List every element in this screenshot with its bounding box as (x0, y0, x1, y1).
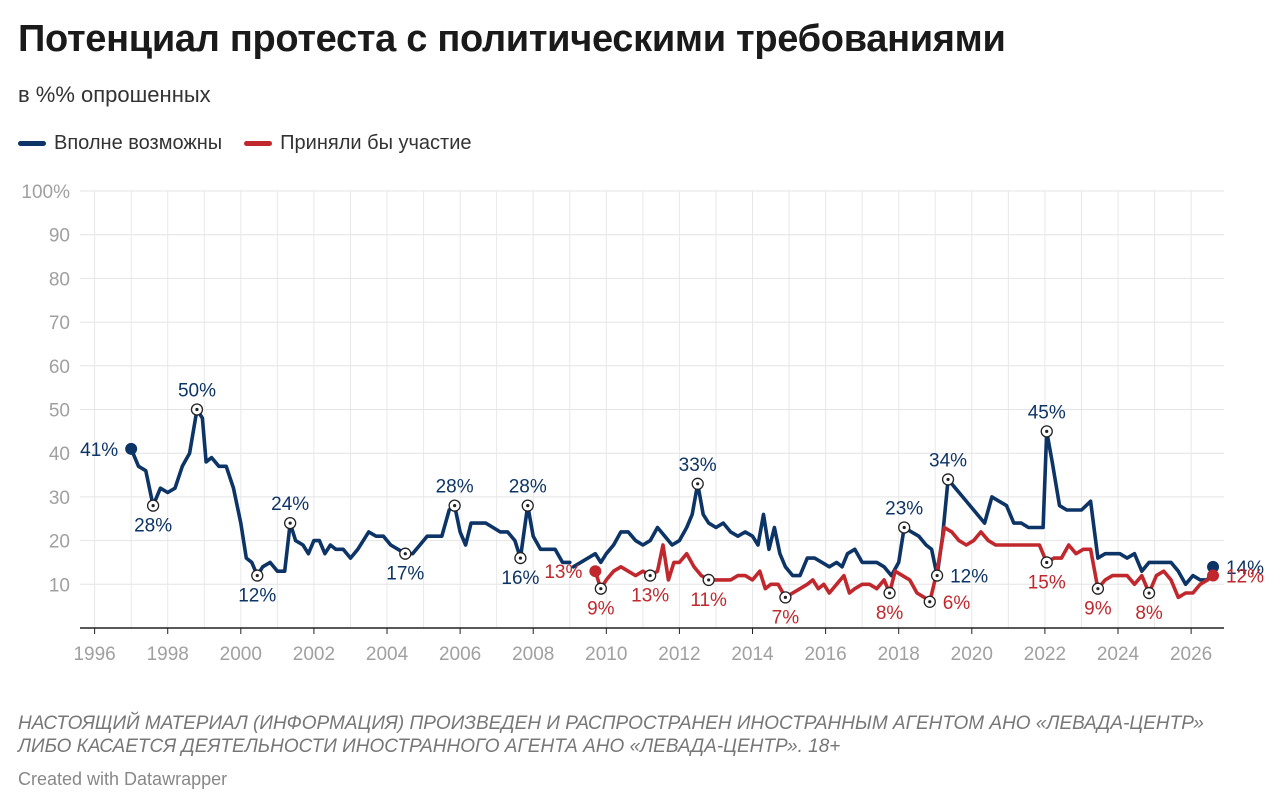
series-line-possible (571, 429, 1215, 587)
data-point-marker-center (1045, 560, 1049, 565)
y-tick-label: 80 (49, 269, 70, 290)
x-tick-label: 1996 (73, 644, 115, 665)
data-label: 8% (1135, 603, 1163, 624)
data-point-marker-center (648, 573, 652, 578)
data-point-marker-center (1045, 429, 1049, 433)
data-label: 11% (690, 590, 727, 611)
chart-legend: Вполне возможны Приняли бы участие (18, 132, 472, 155)
x-tick-label: 2024 (1097, 644, 1140, 665)
legend-item-participate: Приняли бы участие (244, 132, 472, 155)
x-tick-label: 2016 (804, 644, 846, 665)
data-point-marker-center (151, 504, 155, 508)
data-point-marker-center (526, 504, 530, 508)
data-label: 14% (1226, 558, 1264, 579)
x-tick-label: 2018 (878, 644, 920, 665)
x-tick-label: 2008 (512, 644, 554, 665)
data-label: 33% (679, 455, 717, 476)
x-tick-label: 2004 (366, 644, 409, 665)
data-label: 13% (544, 562, 582, 583)
data-label: 17% (386, 564, 424, 585)
data-label: 16% (501, 568, 539, 589)
data-point-marker-center (783, 595, 788, 600)
legend-label-participate: Приняли бы участие (280, 132, 472, 154)
data-point-marker-center (403, 552, 407, 556)
data-label: 28% (436, 477, 474, 498)
data-point-marker-center (707, 578, 711, 582)
series-line-possible (129, 407, 572, 578)
legend-swatch-possible (18, 141, 46, 146)
data-point-marker-center (887, 591, 892, 595)
data-label: 28% (509, 477, 547, 498)
x-tick-label: 2006 (439, 644, 481, 665)
y-tick-label: 50 (49, 401, 70, 422)
data-point-marker-center (453, 504, 457, 508)
data-point-marker-center (935, 573, 939, 578)
x-tick-label: 2022 (1024, 644, 1066, 665)
y-tick-label: 90 (49, 226, 70, 247)
x-tick-label: 2002 (293, 644, 335, 665)
legend-label-possible: Вполне возможны (54, 132, 223, 154)
data-point-marker-center (1147, 591, 1151, 595)
x-tick-label: 1998 (147, 644, 189, 665)
data-label: 8% (876, 603, 904, 624)
y-tick-label: 40 (49, 444, 70, 465)
data-label: 15% (1028, 572, 1066, 593)
x-tick-label: 2012 (658, 644, 700, 665)
y-tick-label: 10 (49, 575, 70, 596)
data-point-marker-center (928, 600, 932, 604)
data-label: 45% (1028, 402, 1066, 423)
data-label: 13% (631, 586, 669, 607)
data-label: 34% (929, 450, 967, 471)
legend-item-possible: Вполне возможны (18, 132, 222, 155)
chart-subtitle: в %% опрошенных (18, 82, 211, 107)
data-label: 9% (587, 599, 615, 620)
data-point-marker (1207, 569, 1220, 582)
data-point-marker (125, 442, 138, 455)
x-tick-label: 2026 (1170, 644, 1212, 665)
data-point-marker (589, 565, 602, 578)
data-point-marker-center (518, 556, 523, 560)
data-label: 23% (885, 498, 923, 519)
data-label: 7% (772, 607, 800, 628)
data-point-marker-center (696, 482, 700, 486)
data-point-marker-center (288, 521, 292, 525)
legend-swatch-participate (244, 141, 273, 146)
data-point-marker-center (599, 587, 603, 591)
data-label: 50% (178, 381, 216, 402)
y-tick-label: 100% (21, 182, 70, 203)
data-label: 12% (950, 567, 988, 588)
y-tick-label: 60 (49, 357, 70, 378)
data-point-marker-center (946, 477, 950, 482)
y-tick-label: 30 (49, 488, 70, 509)
x-tick-label: 2010 (585, 644, 627, 665)
data-point-marker-center (1096, 587, 1100, 591)
x-tick-label: 2014 (731, 644, 774, 665)
chart-title: Потенциал протеста с политическими требо… (18, 18, 1006, 60)
data-label: 28% (134, 516, 172, 537)
y-tick-label: 70 (49, 313, 70, 334)
x-tick-label: 2000 (220, 644, 262, 665)
data-label: 12% (238, 586, 276, 607)
x-tick-label: 2020 (951, 644, 993, 665)
y-tick-label: 20 (49, 532, 70, 553)
data-label: 41% (80, 440, 118, 461)
data-label: 12% (1226, 567, 1264, 588)
foreign-agent-notice: НАСТОЯЩИЙ МАТЕРИАЛ (ИНФОРМАЦИЯ) ПРОИЗВЕД… (18, 713, 1204, 757)
data-point-marker-center (195, 407, 199, 412)
datawrapper-credit: Created with Datawrapper (18, 769, 228, 789)
data-label: 24% (271, 494, 309, 515)
data-point-marker-center (902, 525, 906, 530)
data-point-marker-center (255, 573, 259, 578)
series-line-participate (593, 525, 1215, 604)
data-label: 6% (943, 593, 971, 614)
line-chart: 10 20 30 40 50 60 70 80 90 100% 1996 1998 2000 2002 20… (21, 182, 1264, 665)
data-label: 9% (1084, 599, 1112, 620)
